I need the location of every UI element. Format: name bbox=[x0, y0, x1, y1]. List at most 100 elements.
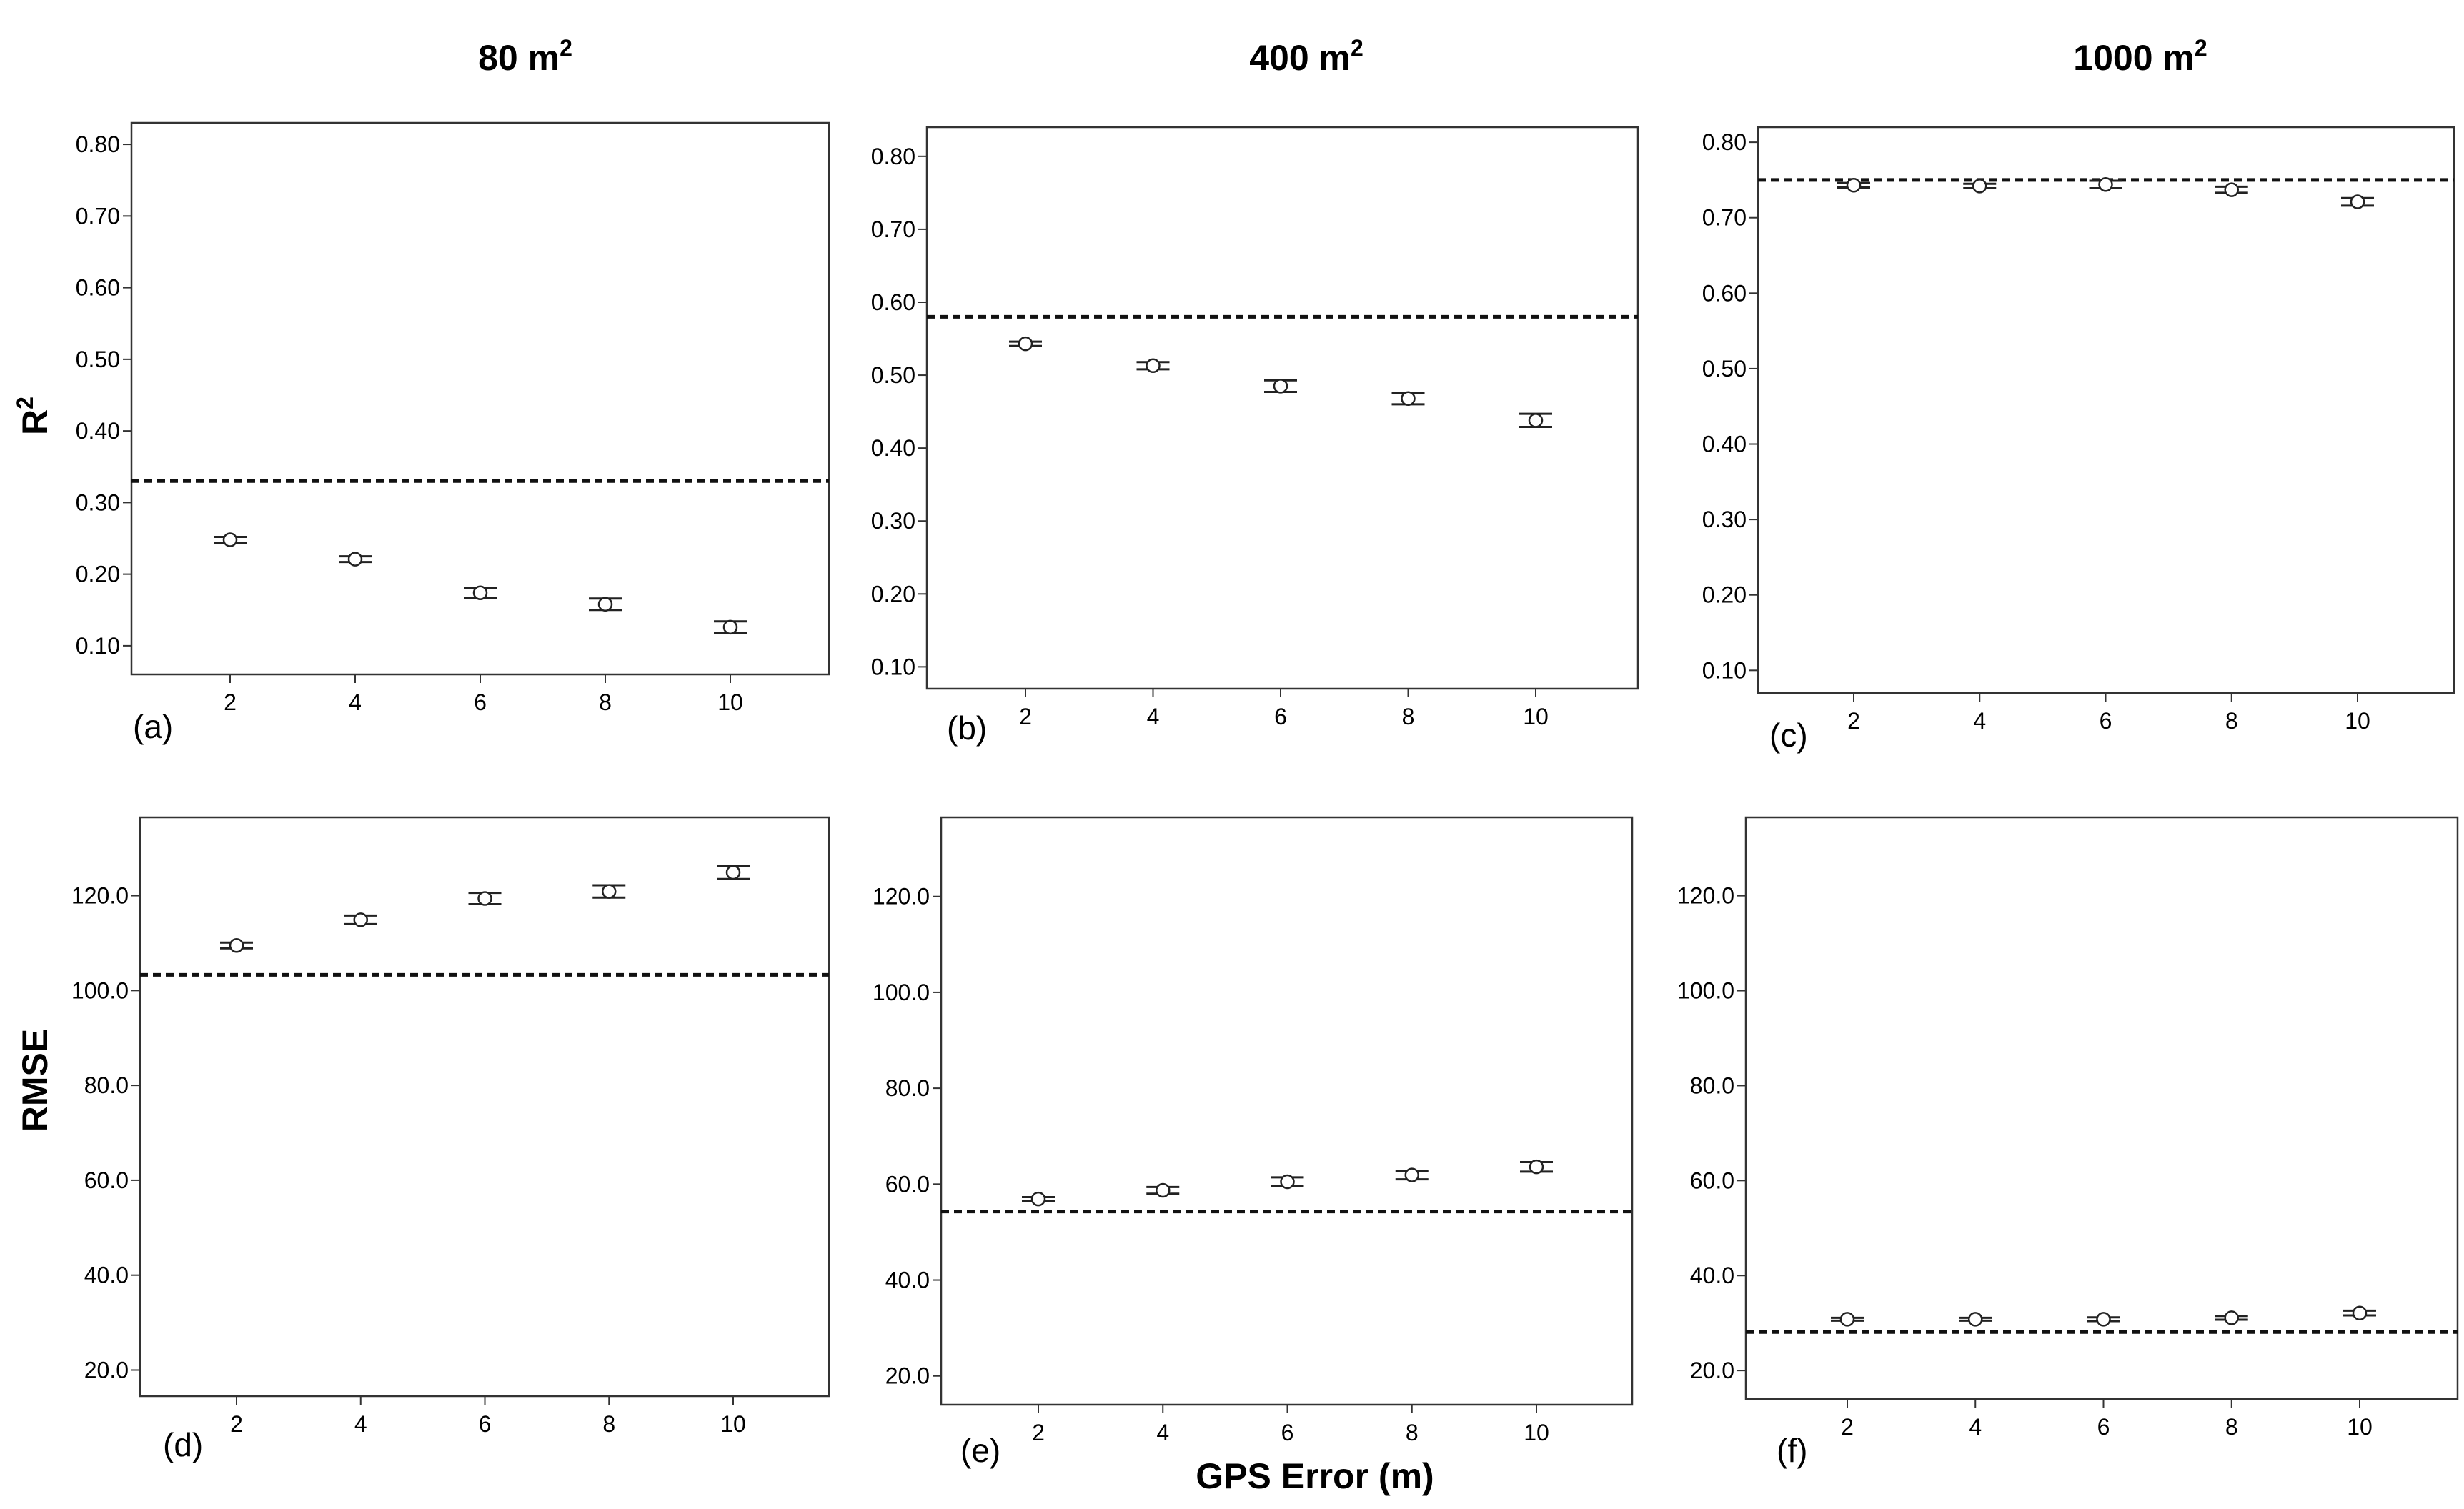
y-tick-label: 80.0 bbox=[84, 1072, 129, 1098]
x-tick-label: 6 bbox=[1274, 704, 1287, 729]
data-point bbox=[477, 891, 492, 906]
data-point bbox=[1273, 379, 1288, 394]
plot-frame bbox=[925, 126, 1639, 690]
data-point bbox=[1030, 1191, 1046, 1207]
y-tick-label: 0.60 bbox=[871, 289, 915, 315]
x-tick-label: 8 bbox=[2225, 708, 2238, 734]
x-tick-label: 2 bbox=[1019, 704, 1032, 729]
y-tick-label: 0.50 bbox=[76, 347, 120, 372]
data-point bbox=[2352, 1305, 2368, 1320]
data-point bbox=[725, 865, 741, 880]
y-tick-label: 0.40 bbox=[76, 418, 120, 444]
panel-tag: (f) bbox=[1777, 1432, 1807, 1469]
data-point bbox=[1528, 413, 1544, 428]
y-tick-label: 100.0 bbox=[71, 977, 129, 1003]
x-tick-label: 6 bbox=[2100, 708, 2112, 734]
y-tick-label: 0.60 bbox=[1702, 280, 1747, 306]
y-tick-label: 0.10 bbox=[871, 654, 915, 679]
y-tick-label: 60.0 bbox=[1690, 1167, 1734, 1193]
panel-tag: (a) bbox=[133, 708, 173, 745]
data-point bbox=[1404, 1167, 1419, 1182]
data-point bbox=[1846, 178, 1862, 193]
y-tick-label: 0.70 bbox=[1702, 205, 1747, 231]
y-tick-label: 120.0 bbox=[1677, 883, 1734, 909]
y-tick-label: 100.0 bbox=[873, 980, 930, 1005]
x-tick-label: 4 bbox=[349, 689, 362, 715]
y-tick-label: 0.30 bbox=[871, 508, 915, 534]
column-title-1000: 1000 m2 bbox=[2073, 35, 2207, 78]
x-tick-label: 8 bbox=[1406, 1420, 1419, 1445]
x-tick-label: 2 bbox=[1841, 1414, 1854, 1440]
data-point bbox=[1839, 1312, 1855, 1327]
data-point bbox=[2224, 182, 2239, 197]
y-tick-label: 0.40 bbox=[1702, 432, 1747, 457]
data-point bbox=[222, 532, 238, 547]
x-tick-label: 10 bbox=[720, 1411, 746, 1437]
y-tick-label: 120.0 bbox=[71, 883, 129, 909]
x-tick-label: 2 bbox=[1032, 1420, 1045, 1445]
x-tick-label: 8 bbox=[1402, 704, 1415, 729]
data-point bbox=[1156, 1182, 1171, 1198]
y-tick-label: 100.0 bbox=[1677, 978, 1734, 1004]
panel-b: 0.10 0.20 0.30 0.40 0.50 0.60 0.70 0.80 2 4 6 8 10 (b… bbox=[871, 126, 1639, 747]
data-point bbox=[602, 884, 617, 899]
x-tick-label: 4 bbox=[1973, 708, 1986, 734]
data-point bbox=[472, 585, 488, 600]
data-point bbox=[2350, 194, 2365, 209]
x-tick-label: 4 bbox=[1156, 1420, 1169, 1445]
y-tick-label: 0.60 bbox=[76, 275, 120, 301]
column-title-80: 80 m2 bbox=[478, 35, 572, 78]
x-tick-label: 4 bbox=[354, 1411, 367, 1437]
y-tick-label: 0.30 bbox=[1702, 507, 1747, 532]
data-point bbox=[2098, 177, 2113, 192]
y-tick-label: 0.10 bbox=[1702, 657, 1747, 683]
y-tick-label: 20.0 bbox=[1690, 1358, 1734, 1383]
y-tick-label: 0.30 bbox=[76, 489, 120, 515]
y-tick-label: 40.0 bbox=[1690, 1263, 1734, 1288]
y-tick-label: 60.0 bbox=[84, 1167, 129, 1193]
x-tick-label: 6 bbox=[474, 689, 487, 715]
y-tick-label: 60.0 bbox=[885, 1171, 930, 1197]
plot-frame bbox=[1744, 816, 2459, 1400]
x-tick-label: 8 bbox=[602, 1411, 615, 1437]
data-point bbox=[2224, 1310, 2239, 1325]
x-tick-label: 2 bbox=[1847, 708, 1860, 734]
x-tick-label: 2 bbox=[230, 1411, 243, 1437]
x-tick-label: 2 bbox=[224, 689, 237, 715]
y-tick-label: 0.80 bbox=[871, 144, 915, 169]
x-tick-label: 6 bbox=[2097, 1414, 2110, 1440]
y-tick-label: 0.10 bbox=[76, 633, 120, 659]
data-point bbox=[353, 912, 368, 927]
x-axis-label: GPS Error (m) bbox=[1196, 1456, 1434, 1496]
data-point bbox=[1968, 1312, 1983, 1327]
x-tick-label: 10 bbox=[1524, 1420, 1549, 1445]
y-tick-label: 120.0 bbox=[873, 884, 930, 910]
y-tick-label: 0.50 bbox=[871, 362, 915, 388]
y-tick-label: 40.0 bbox=[84, 1263, 129, 1288]
panel-f: 20.0 40.0 60.0 80.0 100.0 120.0 2 4 6 8 10 (f) bbox=[1677, 816, 2459, 1469]
data-point bbox=[1146, 358, 1161, 374]
data-point bbox=[722, 619, 738, 635]
y-tick-label: 0.70 bbox=[76, 203, 120, 229]
panel-d: 20.0 40.0 60.0 80.0 100.0 120.0 2 4 6 8 10 (d) bbox=[71, 816, 830, 1463]
y-tick-label: 0.80 bbox=[76, 131, 120, 157]
y-tick-label: 80.0 bbox=[885, 1075, 930, 1101]
data-point bbox=[597, 597, 613, 612]
x-tick-label: 8 bbox=[599, 689, 612, 715]
panel-tag: (d) bbox=[163, 1426, 203, 1463]
data-point bbox=[1529, 1159, 1544, 1175]
y-tick-label: 0.50 bbox=[1702, 356, 1747, 382]
panel-tag: (c) bbox=[1769, 717, 1808, 754]
y-tick-label: 0.20 bbox=[871, 581, 915, 607]
data-point bbox=[2096, 1312, 2111, 1327]
x-tick-label: 10 bbox=[2347, 1414, 2373, 1440]
data-point bbox=[1018, 336, 1033, 352]
panel-a: 0.10 0.20 0.30 0.40 0.50 0.60 0.70 0.80 2 4 6 8 10 (a… bbox=[76, 121, 830, 745]
x-tick-label: 4 bbox=[1147, 704, 1160, 729]
x-tick-label: 10 bbox=[717, 689, 743, 715]
panel-e: 20.0 40.0 60.0 80.0 100.0 120.0 2 4 6 8 10 (e) bbox=[873, 816, 1634, 1469]
x-tick-label: 10 bbox=[1523, 704, 1549, 729]
y-tick-label: 80.0 bbox=[1690, 1072, 1734, 1098]
